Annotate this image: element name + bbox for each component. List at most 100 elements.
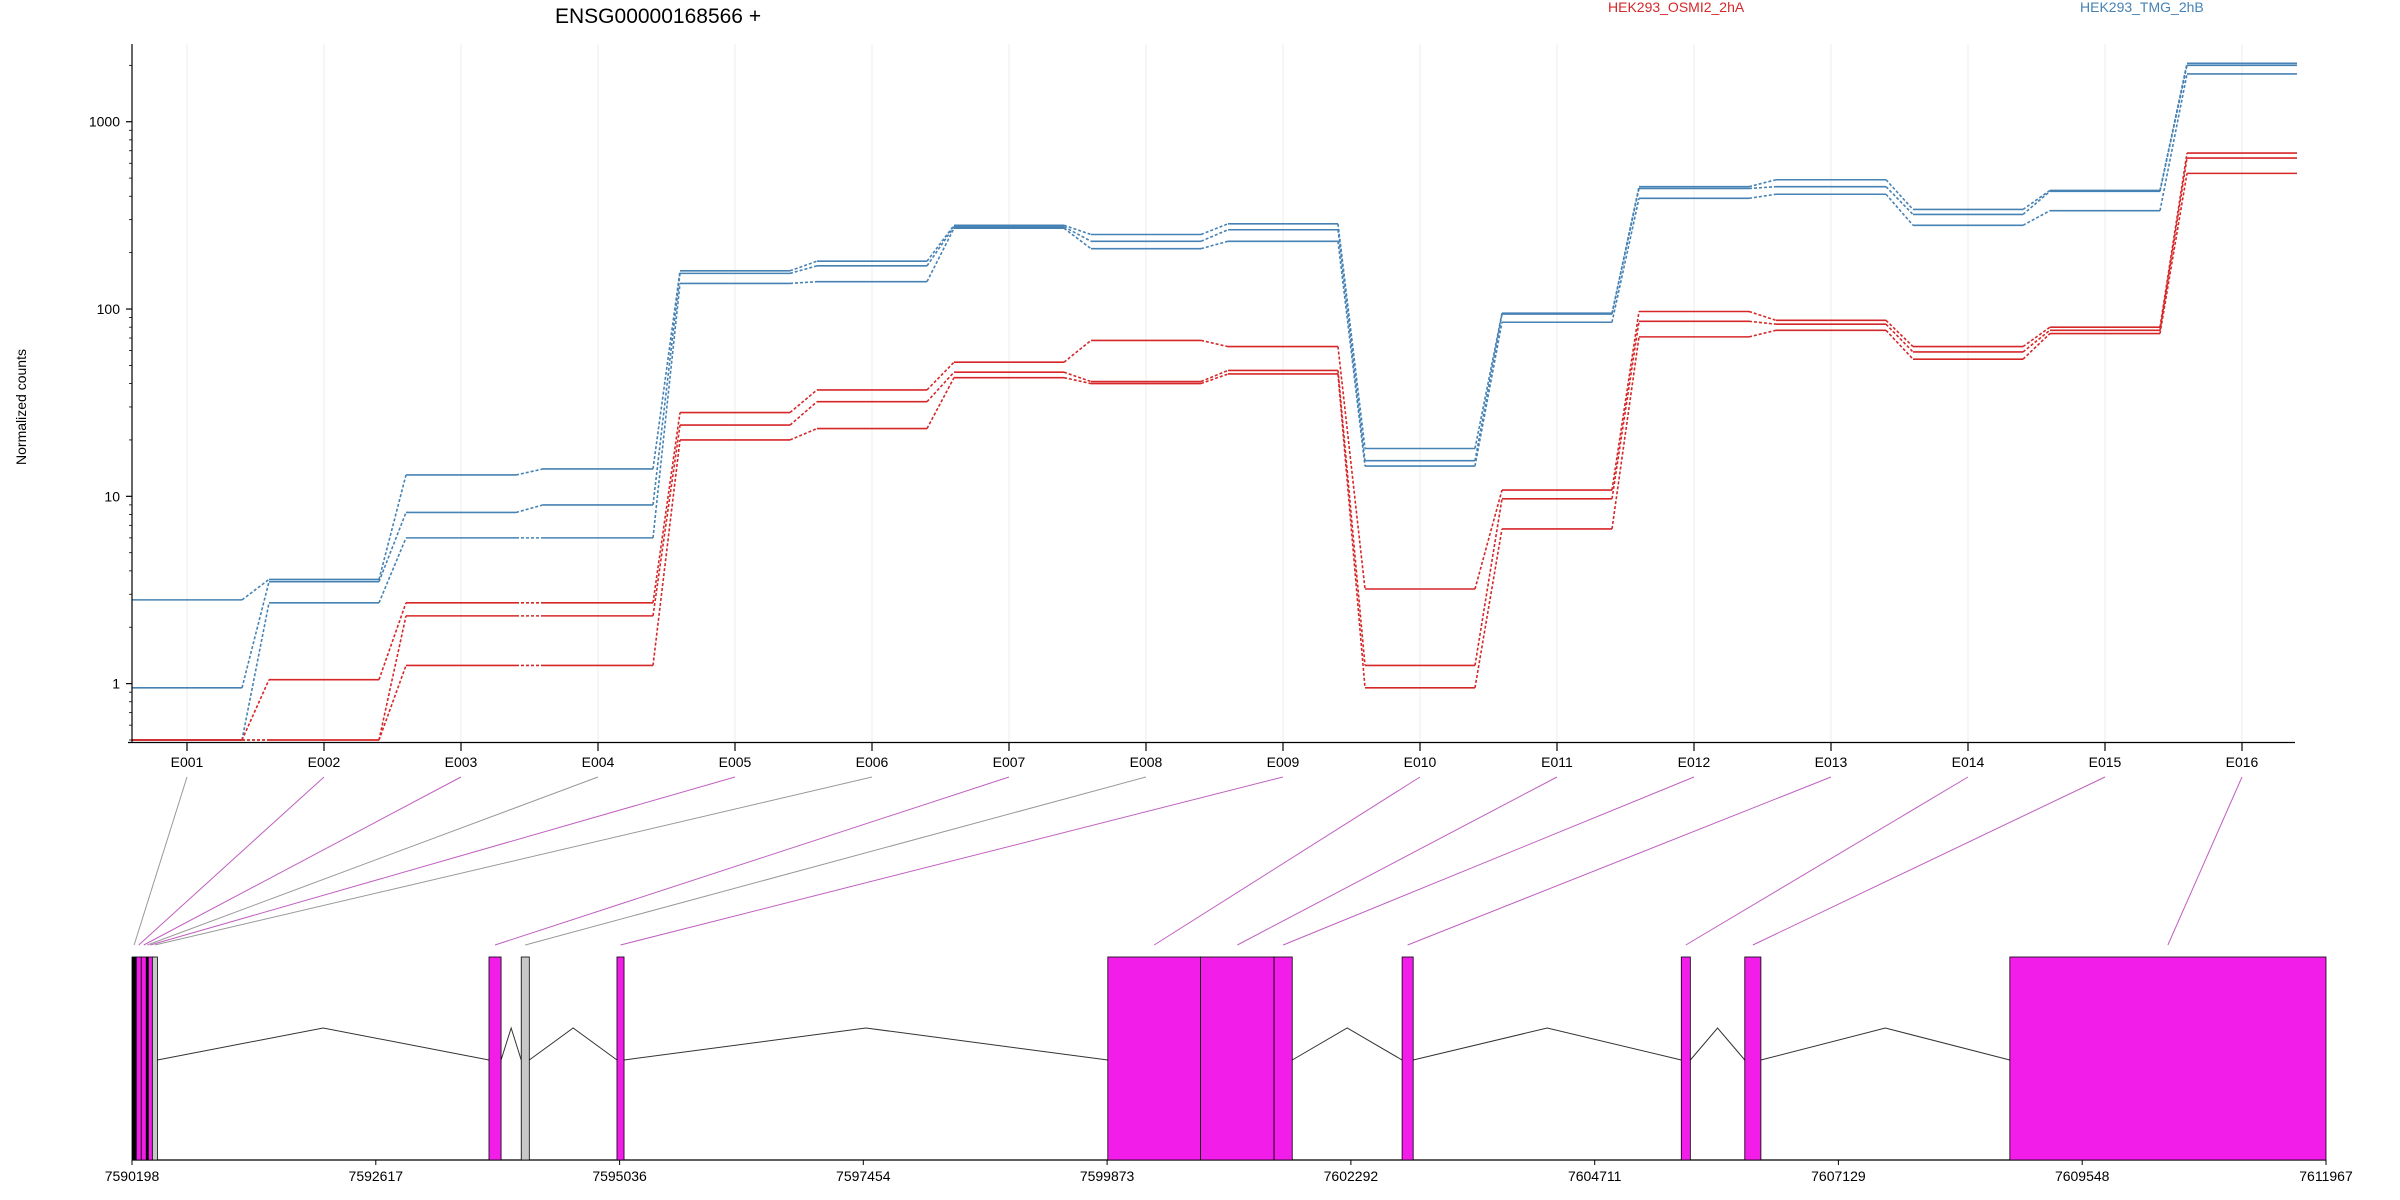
series-connector: [1337, 370, 1366, 666]
y-tick-label: 1000: [89, 114, 120, 130]
series-connector: [1200, 373, 1229, 385]
series-connector: [1474, 489, 1503, 590]
series-connector: [789, 427, 818, 441]
grid-layer: [186, 44, 2243, 742]
x-tick-label: E008: [1130, 754, 1163, 770]
coord-tick-label: 7590198: [105, 1168, 160, 1184]
series-connector: [1474, 498, 1503, 666]
exon-block: [151, 956, 158, 1161]
series-connector: [1200, 339, 1229, 348]
exon-connector: [147, 776, 599, 946]
series-connector: [1748, 193, 1777, 200]
series-connector: [789, 260, 818, 272]
exon-block: [616, 956, 625, 1161]
exon-block: [140, 956, 147, 1161]
exon-connector: [525, 776, 1147, 946]
series-connector: [1611, 311, 1640, 491]
series-connector: [1063, 227, 1092, 250]
series-connector: [1885, 323, 1914, 353]
exon-connector: [1752, 776, 2106, 946]
series-connector: [926, 224, 955, 262]
series-connector: [1063, 339, 1092, 363]
series-connector: [1337, 346, 1366, 590]
exon-block: [1273, 956, 1293, 1161]
coord-tick-label: 7599873: [1080, 1168, 1135, 1184]
series-connector: [2022, 189, 2051, 211]
series-connector: [1885, 193, 1914, 226]
series-connector: [1611, 336, 1640, 530]
series-connector: [926, 226, 955, 267]
series-connector: [1200, 369, 1229, 383]
series-connector: [652, 439, 681, 666]
series-HEK293_OSMI2_2hA: [132, 172, 2297, 741]
series-connector: [241, 578, 270, 601]
series-connector: [1748, 329, 1777, 338]
exon-block: [1680, 956, 1691, 1161]
series-connector: [1885, 319, 1914, 348]
series-connector: [1748, 320, 1777, 325]
series-connector: [652, 283, 681, 538]
series-connector: [515, 468, 544, 476]
series-connector: [1474, 313, 1503, 461]
series-connector: [2022, 332, 2051, 360]
exon-block: [520, 956, 530, 1161]
exon-connector: [133, 776, 188, 946]
series-connector: [1337, 229, 1366, 461]
series-connector: [2159, 173, 2188, 334]
x-tick-label: E014: [1952, 754, 1985, 770]
series-connector: [2159, 65, 2188, 192]
exon-block: [1107, 956, 1201, 1161]
series-connector: [1748, 310, 1777, 322]
exon-connector: [1282, 776, 1695, 946]
series-connector: [1337, 223, 1366, 449]
exon-block: [1200, 956, 1275, 1161]
x-tick-label: E007: [993, 754, 1026, 770]
series-connector: [378, 602, 407, 680]
exon-block: [131, 956, 137, 1161]
gene-model: 7590198 7592617 7595036 7597454 7599873 76022…: [105, 956, 2353, 1184]
series-connector: [2022, 329, 2051, 353]
coord-tick-label: 7602292: [1324, 1168, 1379, 1184]
series-connector: [1200, 240, 1229, 250]
intron: [1689, 1027, 1746, 1061]
exon-connector: [620, 776, 1284, 946]
y-tick-label: 10: [104, 488, 120, 504]
intron: [1760, 1027, 2010, 1061]
y-axis-label: Normalized counts: [13, 349, 29, 465]
series-connector: [1474, 313, 1503, 449]
y-tick-label: 100: [97, 301, 121, 317]
x-tick-label: E002: [308, 754, 341, 770]
coord-tick-label: 7609548: [2055, 1168, 2110, 1184]
series-connector: [241, 679, 270, 741]
series-connector: [1748, 185, 1777, 190]
exon-block: [1401, 956, 1414, 1161]
series-connector: [378, 537, 407, 604]
series-connector: [789, 265, 818, 275]
series-connector: [926, 371, 955, 403]
exon-connector: [143, 776, 462, 946]
series-connector: [2159, 152, 2188, 328]
series-connector: [789, 401, 818, 426]
series-connector: [241, 581, 270, 688]
exon-block: [488, 956, 502, 1161]
exon-connector: [1237, 776, 1558, 946]
series-connector: [1337, 373, 1366, 688]
series-layer: [132, 62, 2297, 741]
series-connector: [378, 665, 407, 741]
x-tick-label: E006: [856, 754, 889, 770]
connector-layer: [133, 776, 2243, 946]
chart-title: ENSG00000168566 +: [555, 5, 761, 28]
x-tick-label: E003: [445, 754, 478, 770]
x-tick-label: E004: [582, 754, 615, 770]
series-connector: [1885, 186, 1914, 215]
label-layer: ENSG00000168566 + HEK293_OSMI2_2hA HEK29…: [13, 0, 2259, 770]
series-connector: [1200, 223, 1229, 236]
series-connector: [1885, 179, 1914, 211]
exon-block: [1744, 956, 1762, 1161]
series-connector: [652, 273, 681, 505]
coord-tick-label: 7607129: [1811, 1168, 1866, 1184]
series-connector: [1611, 188, 1640, 315]
series-connector: [1748, 178, 1777, 188]
series-connector: [2022, 209, 2051, 226]
x-tick-label: E016: [2226, 754, 2259, 770]
